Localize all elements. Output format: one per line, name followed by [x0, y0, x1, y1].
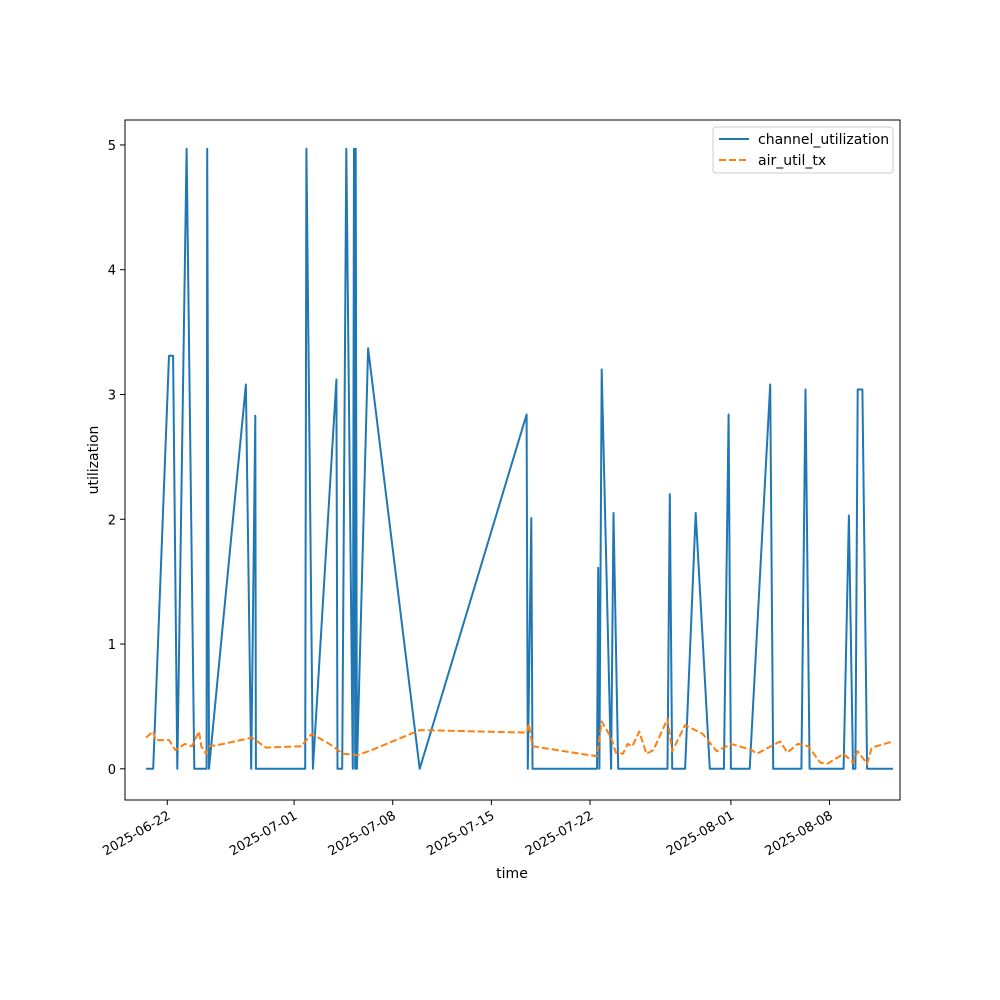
- plot-frame: [124, 119, 901, 801]
- series-line-channel-utilization: [146, 147, 893, 770]
- y-tick-label: 1: [108, 638, 116, 653]
- x-axis: 2025-06-22 2025-07-01 2025-07-08 2025-07-15…: [100, 800, 836, 859]
- x-tick-label: 2025-08-08: [763, 808, 836, 859]
- y-tick-label: 2: [108, 513, 116, 528]
- x-tick-label: 2025-07-22: [523, 808, 596, 859]
- legend-label-air-util-tx: air_util_tx: [758, 153, 826, 169]
- y-axis: 0 1 2 3 4 5: [108, 139, 125, 778]
- y-axis-label: utilization: [86, 426, 102, 495]
- x-tick-label: 2025-07-15: [424, 808, 497, 859]
- legend-box: [712, 126, 894, 174]
- x-tick-label: 2025-08-01: [664, 808, 737, 859]
- legend: channel_utilization air_util_tx: [712, 126, 894, 174]
- x-tick-label: 2025-07-08: [326, 808, 399, 859]
- legend-label-channel-utilization: channel_utilization: [758, 132, 889, 148]
- y-tick-label: 0: [108, 763, 116, 778]
- x-axis-label: time: [496, 866, 528, 882]
- y-tick-label: 4: [108, 264, 116, 279]
- x-tick-label: 2025-07-01: [227, 808, 300, 859]
- series-layer: [145, 147, 894, 770]
- y-tick-label: 3: [108, 388, 116, 403]
- y-tick-label: 5: [108, 139, 116, 154]
- x-tick-label: 2025-06-22: [100, 808, 173, 859]
- series-line-air-util-tx: [145, 717, 894, 765]
